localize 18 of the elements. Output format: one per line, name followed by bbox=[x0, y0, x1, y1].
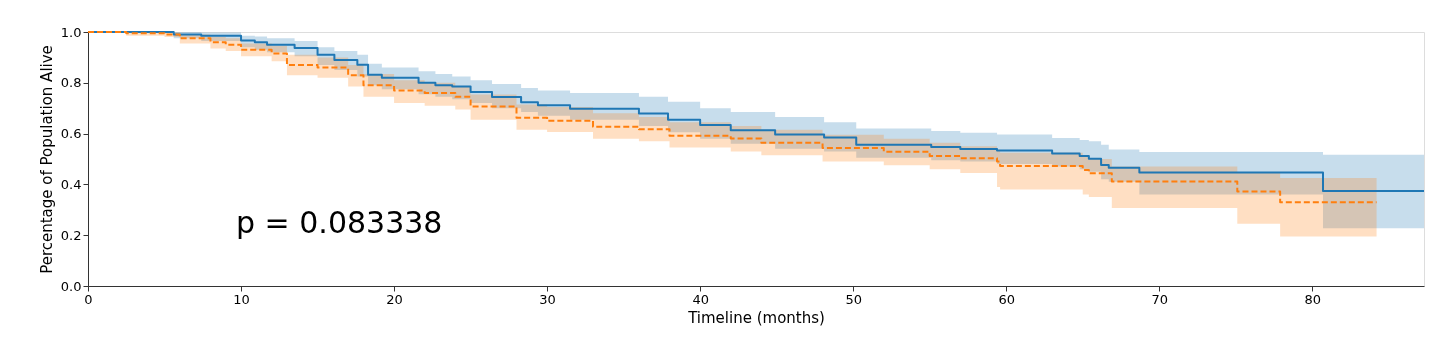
y-axis-title: Percentage of Population Alive bbox=[37, 45, 56, 274]
x-tick-label: 70 bbox=[1151, 291, 1169, 307]
x-tick-label: 0 bbox=[84, 291, 93, 307]
y-tick-label: 0.0 bbox=[60, 278, 82, 294]
annotation: p = 0.083338 bbox=[236, 205, 443, 240]
x-tick-label: 40 bbox=[692, 291, 709, 307]
y-tick-label: 1.0 bbox=[60, 24, 82, 40]
x-tick-label: 50 bbox=[845, 291, 862, 307]
y-tick-label: 0.4 bbox=[60, 176, 82, 192]
y-tick-label: 0.8 bbox=[60, 75, 82, 91]
x-axis-title: Timeline (months) bbox=[687, 308, 825, 327]
y-tick-label: 0.2 bbox=[60, 227, 82, 243]
x-tick-label: 60 bbox=[998, 291, 1015, 307]
x-tick-label: 10 bbox=[233, 291, 250, 307]
x-tick-label: 20 bbox=[386, 291, 403, 307]
x-tick-label: 30 bbox=[539, 291, 556, 307]
x-tick-label: 80 bbox=[1304, 291, 1322, 307]
y-tick-label: 0.6 bbox=[60, 126, 82, 142]
